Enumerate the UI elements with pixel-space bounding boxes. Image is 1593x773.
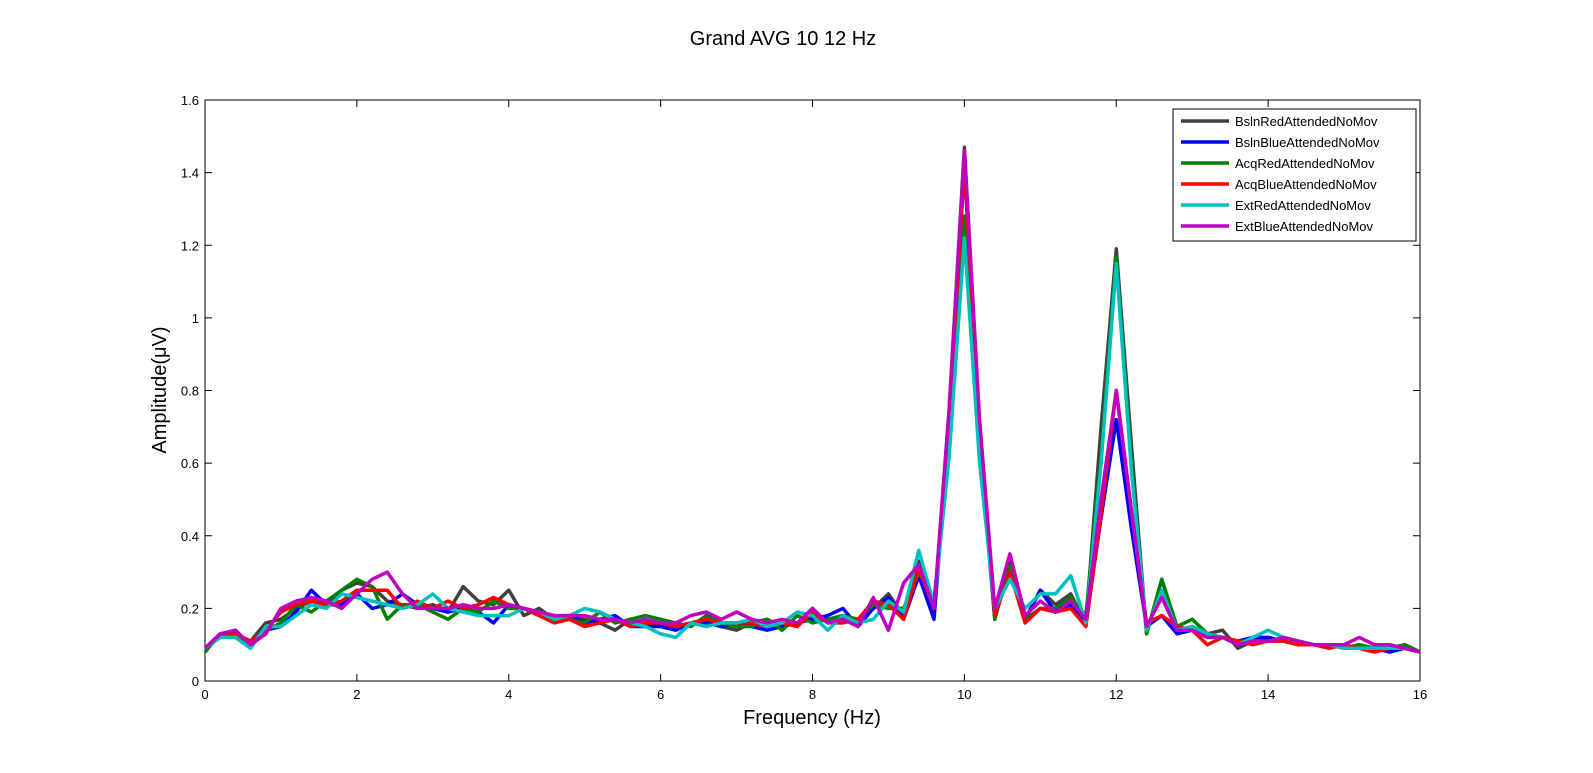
legend: BslnRedAttendedNoMov BslnBlueAttendedNoMo…: [1172, 108, 1417, 242]
y-tick-label: 1.6: [181, 93, 199, 108]
x-tick-label: 10: [957, 687, 971, 702]
x-tick-label: 2: [353, 687, 360, 702]
x-tick-label: 4: [505, 687, 512, 702]
legend-label: AcqBlueAttendedNoMov: [1235, 177, 1377, 192]
legend-label: BslnRedAttendedNoMov: [1235, 114, 1378, 129]
x-axis: 0 2 4 6 8 10 12 14 16: [201, 100, 1427, 702]
x-tick-label: 0: [201, 687, 208, 702]
legend-label: BslnBlueAttendedNoMov: [1235, 135, 1380, 150]
legend-label: ExtBlueAttendedNoMov: [1235, 219, 1374, 234]
y-tick-label: 0.2: [181, 601, 199, 616]
x-tick-label: 12: [1109, 687, 1123, 702]
x-tick-label: 8: [809, 687, 816, 702]
legend-label: AcqRedAttendedNoMov: [1235, 156, 1375, 171]
series-group: [203, 145, 1421, 654]
y-tick-label: 0: [192, 674, 199, 689]
x-axis-label: Frequency (Hz): [743, 707, 881, 729]
series-line-ExtBlueAttendedNoMov: [203, 149, 1421, 654]
x-tick-label: 6: [657, 687, 664, 702]
y-axis: 0 0.2 0.4 0.6 0.8 1 1.2 1.4 1.6: [181, 93, 1420, 689]
chart-title: Grand AVG 10 12 Hz: [690, 28, 876, 50]
y-tick-label: 1: [192, 311, 199, 326]
y-tick-label: 1.4: [181, 166, 199, 181]
legend-box: [1172, 108, 1417, 242]
y-tick-label: 0.4: [181, 529, 199, 544]
y-tick-label: 1.2: [181, 238, 199, 253]
legend-label: ExtRedAttendedNoMov: [1235, 198, 1371, 213]
y-tick-label: 0.6: [181, 456, 199, 471]
x-tick-label: 16: [1413, 687, 1427, 702]
x-tick-label: 14: [1261, 687, 1275, 702]
y-axis-label: Amplitude(μV): [149, 326, 171, 453]
y-tick-label: 0.8: [181, 384, 199, 399]
